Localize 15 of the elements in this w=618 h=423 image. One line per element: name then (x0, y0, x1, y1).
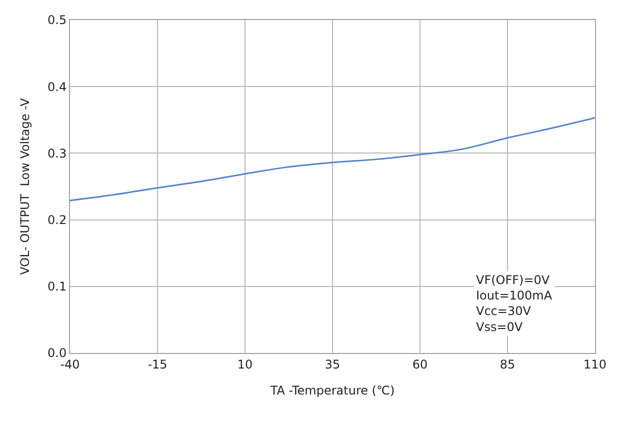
x-tick-label: 110 (584, 357, 606, 372)
annotation: VF(OFF)=0V Iout=100mA Vcc=30V Vss=0V (476, 273, 553, 334)
y-tick-label: 0.2 (48, 213, 67, 227)
y-tick-label: 0.3 (48, 146, 67, 160)
y-tick-label: 0.5 (48, 13, 67, 28)
y-tick-label: 0.1 (48, 280, 67, 294)
y-axis-title: VOL- OUTPUT Low Voltage -V (18, 97, 32, 275)
x-axis-title: TA -Temperature (℃) (269, 383, 395, 398)
x-tick-label: 10 (237, 357, 253, 372)
x-tick-label: 35 (324, 357, 340, 372)
y-tick-label: 0.4 (48, 80, 67, 94)
x-tick-label: -15 (148, 357, 168, 372)
line-series (70, 117, 595, 202)
x-tick-label: 85 (500, 357, 516, 372)
x-tick-label: 60 (412, 357, 428, 372)
